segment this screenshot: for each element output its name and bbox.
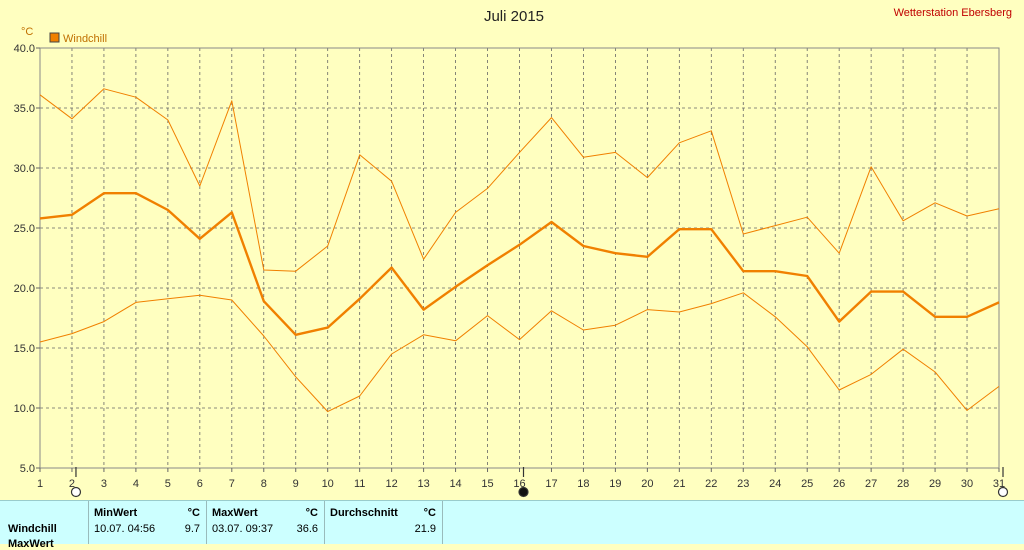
min-time: 10.07. 04:56 <box>94 523 156 535</box>
x-tick-label: 30 <box>961 478 973 490</box>
y-tick-label: 15.0 <box>14 343 35 355</box>
x-tick-label: 19 <box>609 478 621 490</box>
x-tick-label: 23 <box>737 478 749 490</box>
x-tick-label: 21 <box>673 478 685 490</box>
x-tick-label: 28 <box>897 478 909 490</box>
x-tick-label: 17 <box>545 478 557 490</box>
y-tick-label: 30.0 <box>14 163 35 175</box>
y-tick-label: 10.0 <box>14 403 35 415</box>
x-tick-label: 10 <box>322 478 334 490</box>
max-value: 36.6 <box>296 523 318 535</box>
stats-row-maxwert: MaxWert <box>8 538 54 550</box>
x-tick-label: 6 <box>197 478 203 490</box>
x-tick-label: 4 <box>133 478 139 490</box>
series-layer <box>39 88 1000 413</box>
avg-value: 21.9 <box>414 523 436 535</box>
series-line-mean <box>39 191 1000 336</box>
x-tick-label: 2 <box>69 478 75 490</box>
x-tick-label: 20 <box>641 478 653 490</box>
stats-row-label-cell: Windchill MaxWert <box>0 501 89 550</box>
y-unit-label: °C <box>21 26 33 38</box>
min-value: 9.7 <box>184 523 200 535</box>
x-tick-label: 1 <box>37 478 43 490</box>
cursor-handle[interactable] <box>518 486 529 498</box>
avg-header: Durchschnitt <box>330 507 398 519</box>
avg-unit: °C <box>423 507 436 519</box>
x-tick-label: 26 <box>833 478 845 490</box>
legend-swatch <box>49 32 60 43</box>
x-tick-label: 15 <box>481 478 493 490</box>
y-tick-label: 35.0 <box>14 103 35 115</box>
x-tick-label: 9 <box>293 478 299 490</box>
y-tick-label: 25.0 <box>14 223 35 235</box>
y-tick-label: 40.0 <box>14 43 35 55</box>
x-tick-label: 5 <box>165 478 171 490</box>
y-tick-label: 20.0 <box>14 283 35 295</box>
stats-panel: Windchill MaxWert MinWert °C 10.07. 04:5… <box>0 500 1024 550</box>
x-tick-label: 24 <box>769 478 781 490</box>
cursor-markers <box>70 467 1009 498</box>
x-tick-label: 13 <box>417 478 429 490</box>
cursor-handle[interactable] <box>997 486 1009 498</box>
min-unit: °C <box>187 507 200 519</box>
min-header: MinWert <box>94 507 138 519</box>
x-tick-label: 14 <box>449 478 461 490</box>
chart-grid <box>40 48 999 468</box>
max-time: 03.07. 09:37 <box>212 523 274 535</box>
x-tick-label: 3 <box>101 478 107 490</box>
series-line-min <box>39 292 1000 413</box>
x-tick-label: 25 <box>801 478 813 490</box>
x-tick-label: 12 <box>386 478 398 490</box>
stats-max-cell: MaxWert °C 03.07. 09:37 36.6 <box>206 501 325 544</box>
x-tick-label: 8 <box>261 478 267 490</box>
stats-min-cell: MinWert °C 10.07. 04:56 9.7 <box>88 501 207 544</box>
series-line-max <box>39 88 1000 272</box>
max-header: MaxWert <box>212 507 258 519</box>
stats-row-windchill: Windchill <box>8 523 57 535</box>
x-tick-label: 18 <box>577 478 589 490</box>
station-name: Wetterstation Ebersberg <box>894 7 1012 19</box>
max-unit: °C <box>305 507 318 519</box>
x-tick-label: 11 <box>354 478 365 490</box>
x-tick-label: 29 <box>929 478 941 490</box>
windchill-chart: 5.010.015.020.025.030.035.040.01 2 3 4 5 6 7 8 9… <box>14 7 1012 498</box>
cursor-handle[interactable] <box>70 486 82 498</box>
y-tick-label: 5.0 <box>20 463 35 475</box>
x-tick-label: 27 <box>865 478 877 490</box>
x-tick-label: 7 <box>229 478 235 490</box>
chart-title: Juli 2015 <box>484 8 544 25</box>
x-tick-label: 22 <box>705 478 717 490</box>
legend-label: Windchill <box>63 33 107 45</box>
tick-labels: 5.010.015.020.025.030.035.040.01 2 3 4 5 6 7 8 9… <box>14 43 1006 490</box>
stats-avg-cell: Durchschnitt °C 21.9 <box>324 501 443 544</box>
